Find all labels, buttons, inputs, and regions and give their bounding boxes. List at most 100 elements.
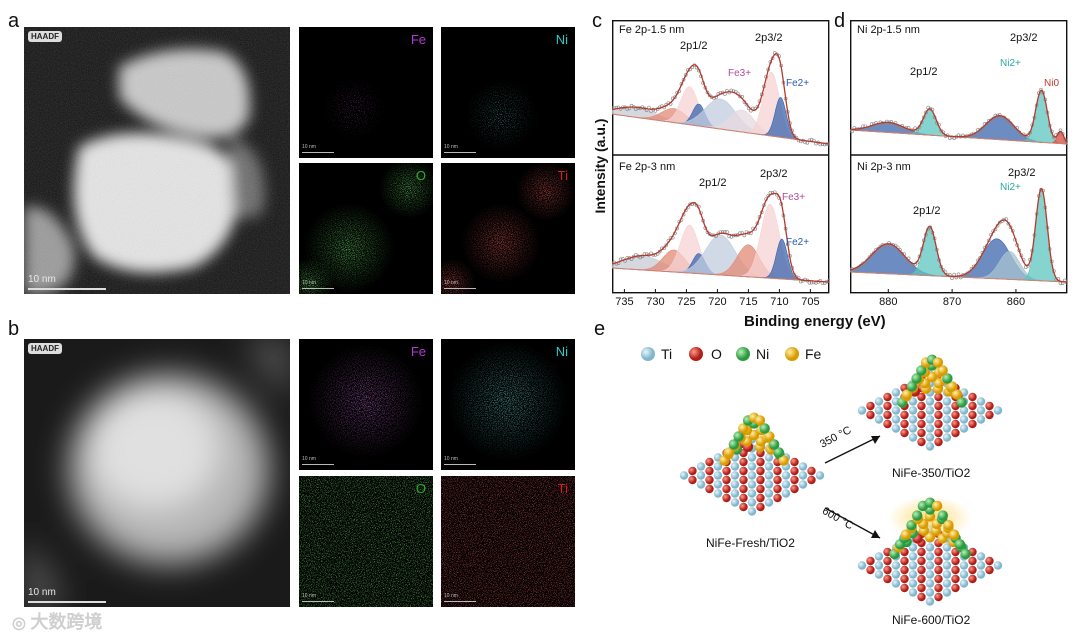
slab-atom bbox=[747, 480, 757, 489]
xps-data-point bbox=[1065, 280, 1068, 285]
legend-atom-o bbox=[689, 347, 703, 361]
xps-data-point bbox=[1006, 118, 1011, 123]
slab-atom bbox=[985, 401, 994, 411]
legend-label-fe: Fe bbox=[805, 346, 822, 362]
slab-atom bbox=[874, 406, 884, 415]
slab-atom bbox=[891, 561, 901, 570]
slab-atom bbox=[959, 415, 969, 424]
map-scale-label: 10 nm bbox=[302, 144, 316, 150]
slab-atom bbox=[866, 401, 875, 411]
cluster-atom bbox=[932, 357, 944, 368]
slab-atom bbox=[883, 419, 892, 429]
xps-ni-bottom-peaks bbox=[850, 187, 1068, 286]
slab-atom bbox=[942, 415, 952, 424]
map-scale-label: 10 nm bbox=[444, 456, 458, 462]
slab-atom bbox=[942, 433, 952, 442]
slab-atom bbox=[713, 471, 723, 480]
slab-atom bbox=[959, 570, 969, 579]
slab-atom bbox=[934, 437, 943, 447]
slab-atom bbox=[696, 480, 706, 489]
peak-label-fe-p12-bottom: 2p1/2 bbox=[699, 177, 727, 189]
slab-atom bbox=[976, 561, 986, 570]
slab-atom bbox=[756, 484, 765, 494]
slab-atom bbox=[747, 507, 757, 516]
xps-data-point bbox=[707, 93, 712, 98]
slab-atom bbox=[925, 543, 935, 552]
slab-atom bbox=[798, 462, 808, 471]
slab-atom bbox=[925, 552, 935, 561]
map-scale-bar bbox=[444, 288, 476, 289]
slab-atom bbox=[968, 565, 977, 575]
slab-atom bbox=[951, 583, 960, 593]
peak-label-ni-p32-bottom: 2p3/2 bbox=[1008, 167, 1036, 179]
cluster-atom bbox=[764, 431, 775, 442]
map-b-fe: Fe 10 nm bbox=[299, 339, 433, 470]
slab-atom bbox=[934, 592, 943, 602]
map-scale-label: 10 nm bbox=[302, 456, 316, 462]
slab-atom bbox=[756, 493, 765, 503]
slab-atom bbox=[942, 406, 952, 415]
xps-fit-line bbox=[612, 53, 830, 145]
cluster-atom bbox=[759, 423, 770, 434]
xps-data-point bbox=[792, 134, 797, 138]
slab-atom bbox=[942, 543, 952, 552]
peak-label-fe2-bottom: Fe2+ bbox=[786, 237, 810, 248]
slab-atom bbox=[925, 442, 935, 451]
slab-atom bbox=[968, 556, 977, 566]
scale-bar-a bbox=[28, 288, 106, 290]
map-a-fe: Fe 10 nm bbox=[299, 27, 433, 158]
legend-atom-ti bbox=[641, 347, 655, 361]
slab-atom bbox=[917, 419, 926, 429]
xps-ni-svg bbox=[850, 20, 1068, 294]
legend-label-o: O bbox=[711, 346, 722, 362]
map-b-ni-svg bbox=[441, 339, 575, 470]
slab-atom bbox=[739, 475, 748, 485]
arrow-600 bbox=[824, 507, 881, 539]
slab-atom bbox=[908, 579, 918, 588]
fe-tick-label: 730 bbox=[646, 296, 665, 308]
slab-atom bbox=[968, 392, 977, 402]
slab-atom bbox=[942, 397, 952, 406]
xps-data-point bbox=[872, 250, 876, 255]
peak-label-fe3-bottom: Fe3+ bbox=[782, 192, 806, 203]
slab-atom bbox=[739, 457, 748, 467]
slab-atom bbox=[747, 471, 757, 480]
slab-atom bbox=[705, 457, 714, 467]
slab-atom bbox=[942, 552, 952, 561]
slab-atom bbox=[730, 471, 740, 480]
xps-data-point bbox=[900, 251, 904, 256]
scale-bar-b bbox=[28, 601, 106, 603]
ni-tick-label: 860 bbox=[1006, 296, 1026, 308]
watermark-logo-icon: ◎ bbox=[12, 615, 31, 632]
xps-fe-ticks bbox=[623, 289, 811, 293]
slab-atom bbox=[917, 547, 926, 557]
slab-atom bbox=[764, 480, 774, 489]
map-b-ti-svg bbox=[441, 476, 575, 607]
ni-tick-label: 870 bbox=[942, 296, 962, 308]
slab-atom bbox=[976, 397, 986, 406]
xps-fe-bottom-title: Fe 2p-3 nm bbox=[619, 161, 676, 173]
slab-atom bbox=[798, 471, 808, 480]
map-label-ti: Ti bbox=[557, 168, 568, 183]
map-label-o: O bbox=[415, 168, 426, 183]
cluster-atom bbox=[937, 510, 949, 521]
cluster-atom bbox=[738, 423, 749, 434]
slab-atom bbox=[883, 556, 892, 566]
map-label-ti: Ti bbox=[557, 481, 568, 496]
slab-atom bbox=[925, 424, 935, 433]
slab-atom bbox=[866, 410, 875, 420]
slab-atom bbox=[900, 583, 909, 593]
cluster-atom bbox=[773, 447, 785, 458]
slab-atom bbox=[705, 466, 714, 476]
slab-atom bbox=[976, 570, 986, 579]
xps-fit-line bbox=[612, 192, 830, 283]
cluster-atom bbox=[723, 447, 735, 458]
peak-label-ni-p12-top: 2p1/2 bbox=[910, 66, 938, 78]
haadf-badge-b: HAADF bbox=[28, 343, 62, 354]
slab-atom bbox=[891, 406, 901, 415]
fe-tick-label: 715 bbox=[739, 296, 758, 308]
slab-atom bbox=[730, 489, 740, 498]
slab-atom bbox=[917, 428, 926, 438]
cluster-atom bbox=[956, 397, 967, 408]
slab-atom bbox=[925, 579, 935, 588]
